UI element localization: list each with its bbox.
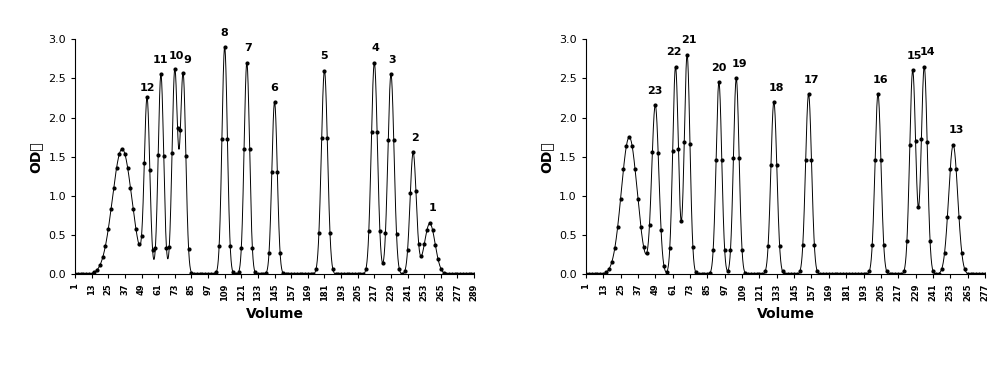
Text: 6: 6 [271,82,278,93]
Text: 22: 22 [666,47,682,57]
Text: 13: 13 [948,125,964,135]
Text: 7: 7 [244,43,252,53]
Text: 23: 23 [648,86,663,96]
Text: 1: 1 [429,203,436,213]
Text: 2: 2 [411,132,418,143]
X-axis label: Volume: Volume [246,307,304,321]
Text: 9: 9 [183,55,191,65]
Text: 18: 18 [769,82,785,93]
Y-axis label: OD値: OD値 [29,141,43,172]
Text: 17: 17 [804,74,819,85]
Text: 20: 20 [711,63,727,73]
Text: 12: 12 [139,82,155,93]
Text: 11: 11 [153,55,169,65]
Text: 16: 16 [873,74,889,85]
Text: 14: 14 [919,47,935,57]
Text: 19: 19 [731,59,747,69]
Text: 10: 10 [168,51,184,61]
Text: 8: 8 [221,27,229,38]
Y-axis label: OD値: OD値 [540,141,554,172]
Text: 15: 15 [906,51,922,61]
Text: 3: 3 [389,55,396,65]
X-axis label: Volume: Volume [756,307,814,321]
Text: 5: 5 [321,51,328,61]
Text: 4: 4 [372,43,380,53]
Text: 21: 21 [681,35,696,45]
